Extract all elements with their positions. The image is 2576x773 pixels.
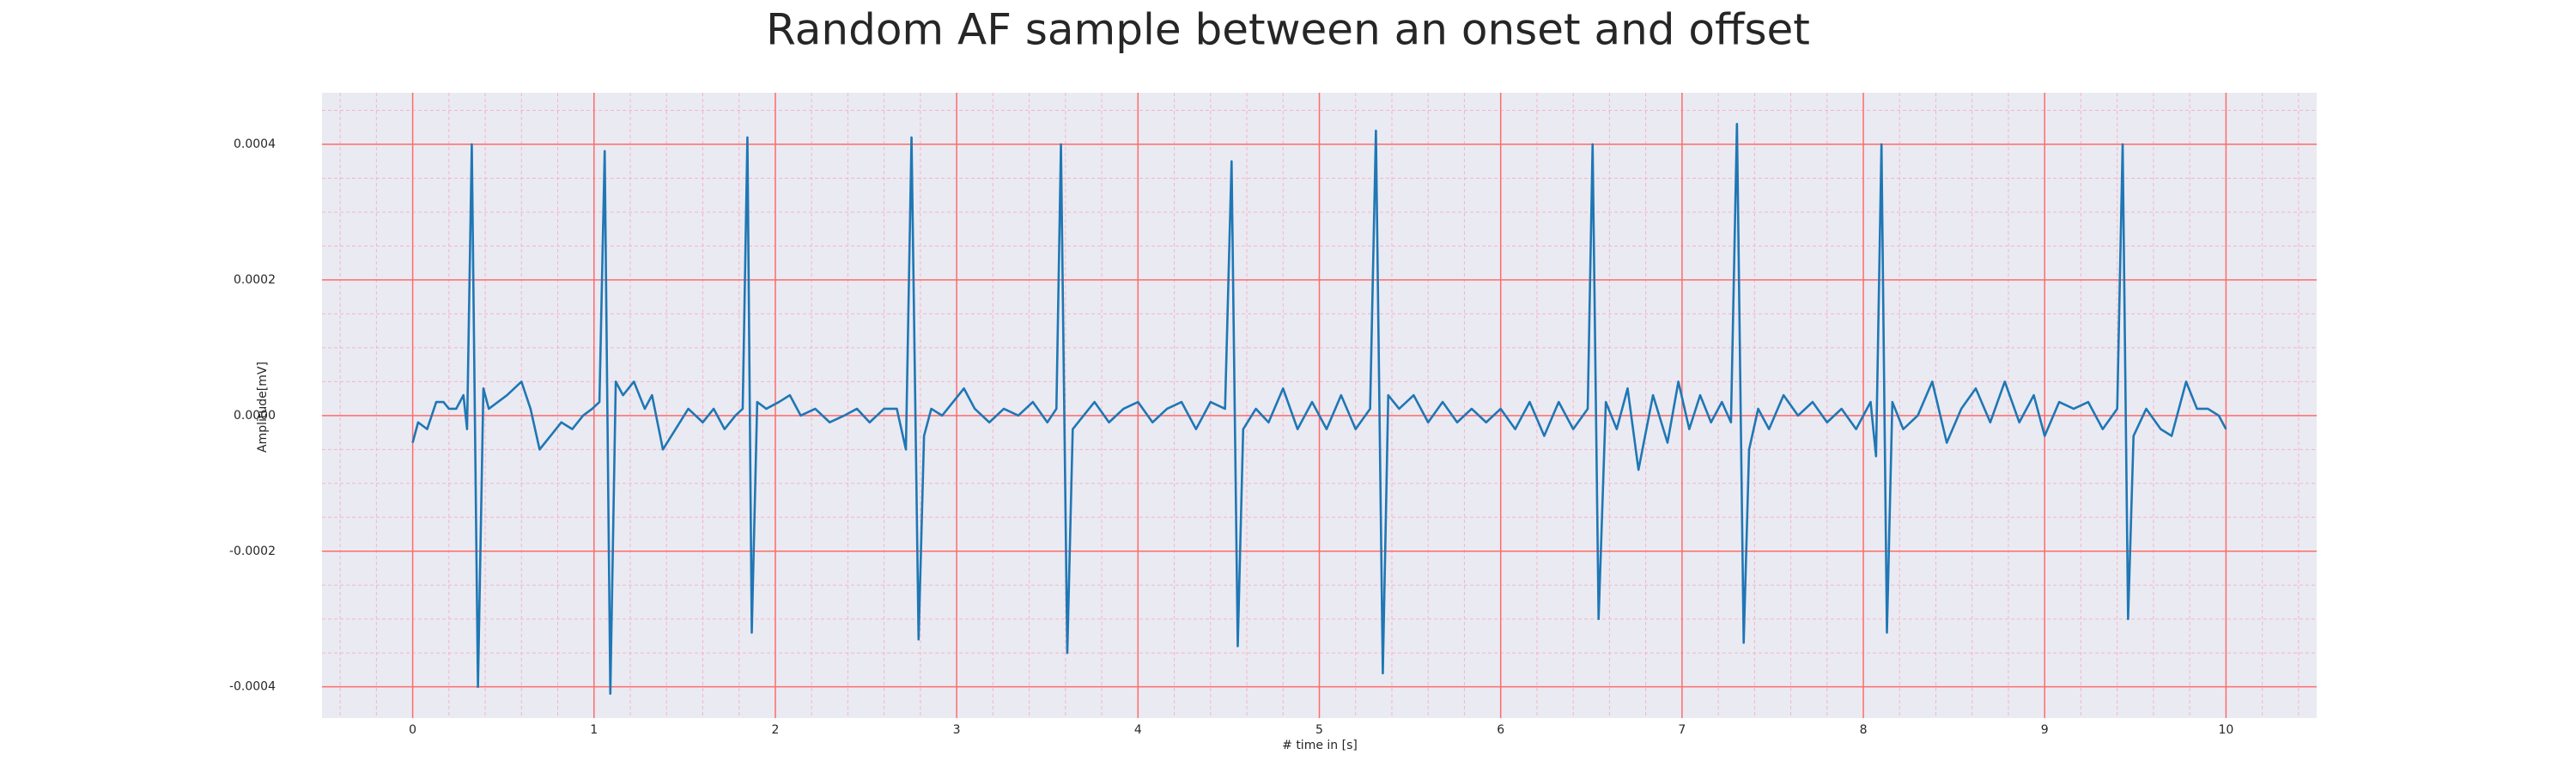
- data-line: [411, 123, 2227, 695]
- chart-title: Random AF sample between an onset and of…: [766, 5, 1810, 55]
- x-tick-label: 2: [771, 723, 779, 737]
- x-tick-label: 0: [409, 723, 416, 737]
- y-tick-label: 0.0002: [234, 273, 276, 287]
- x-tick-label: 3: [953, 723, 961, 737]
- x-tick-label: 9: [2041, 723, 2049, 737]
- x-tick-label: 7: [1678, 723, 1686, 737]
- x-tick-label: 4: [1134, 723, 1142, 737]
- y-tick-label: -0.0004: [229, 680, 276, 694]
- x-tick-label: 1: [590, 723, 598, 737]
- y-tick-label: -0.0002: [229, 545, 276, 558]
- x-tick-label: 5: [1315, 723, 1323, 737]
- x-tick-label: 6: [1497, 723, 1504, 737]
- x-axis-label: # time in [s]: [1282, 739, 1358, 752]
- y-tick-label: 0.0004: [234, 137, 276, 151]
- x-tick-label: 10: [2218, 723, 2233, 737]
- y-axis-label: Amplitude[mV]: [256, 362, 270, 453]
- y-tick-label: 0.0000: [234, 409, 276, 423]
- x-tick-label: 8: [1860, 723, 1868, 737]
